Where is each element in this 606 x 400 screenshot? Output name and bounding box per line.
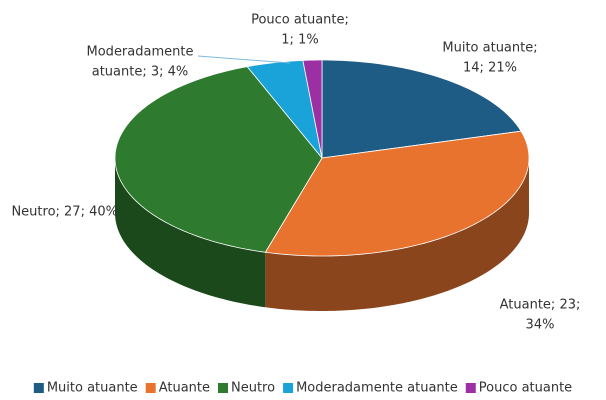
- slice: [114, 66, 323, 253]
- legend-label: Atuante: [159, 381, 210, 396]
- legend-swatch: [145, 383, 156, 393]
- slice-side: [115, 158, 266, 308]
- slice: [246, 60, 323, 159]
- legend-label: Pouco atuante: [479, 381, 572, 396]
- legend-swatch: [465, 383, 476, 393]
- legend-swatch: [33, 383, 44, 393]
- legend-label: Muito atuante: [47, 381, 138, 396]
- leader-line: [197, 55, 291, 64]
- data-label: atuante; 3; 4%: [92, 65, 189, 80]
- data-label: 1; 1%: [281, 33, 318, 48]
- data-label: Neutro; 27; 40%: [11, 205, 118, 220]
- legend-label: Moderadamente atuante: [296, 381, 458, 396]
- legend-swatch: [218, 383, 228, 393]
- data-label: Moderadamente: [87, 45, 194, 60]
- legend-swatch: [283, 383, 294, 393]
- data-label: Atuante; 23;: [500, 298, 581, 313]
- data-label: 34%: [526, 318, 555, 333]
- data-label: Pouco atuante;: [251, 13, 349, 28]
- slice: [321, 59, 522, 159]
- legend-label: Neutro: [231, 381, 275, 396]
- legend: Muito atuante Atuante Neutro Moderadamente …: [33, 381, 572, 396]
- data-label: Muito atuante;: [442, 41, 537, 56]
- slice: [264, 130, 530, 257]
- data-label: 14; 21%: [463, 61, 517, 76]
- slice-side: [265, 158, 529, 311]
- slice: [302, 59, 323, 159]
